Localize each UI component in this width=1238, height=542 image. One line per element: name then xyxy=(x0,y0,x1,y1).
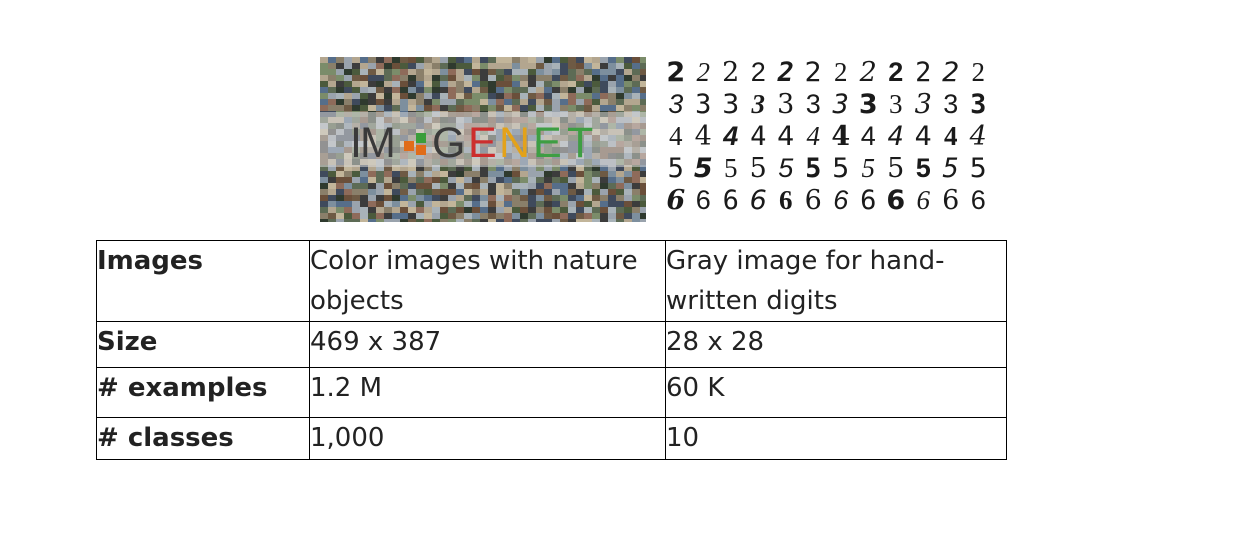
mnist-digit: 2 xyxy=(666,57,686,88)
row-label-examples: # examples xyxy=(96,367,310,418)
mnist-digit: 3 xyxy=(943,89,959,119)
mnist-digit: 3 xyxy=(751,89,766,119)
logo-letter-m: M xyxy=(360,119,396,167)
imagenet-logo: I M G E N E T xyxy=(350,119,593,167)
mnist-digit: 2 xyxy=(888,57,904,87)
mnist-digit: 4 xyxy=(777,121,795,152)
table-row: # examples 1.2 M 60 K xyxy=(96,367,1007,418)
imagenet-size-cell: 469 x 387 xyxy=(309,321,666,368)
mnist-digit: 2 xyxy=(696,57,711,87)
mnist-digit: 5 xyxy=(778,153,794,183)
mnist-digit: 4 xyxy=(694,121,712,152)
mnist-examples-cell: 60 K xyxy=(665,367,1007,418)
mnist-digit: 2 xyxy=(777,57,794,88)
logo-dot-green xyxy=(416,133,426,143)
row-label-size: Size xyxy=(96,321,310,368)
mnist-size-cell: 28 x 28 xyxy=(665,321,1007,368)
mnist-digit: 5 xyxy=(693,153,713,184)
mnist-digit: 4 xyxy=(944,121,958,151)
mnist-digit: 3 xyxy=(889,89,903,119)
mnist-digit: 4 xyxy=(806,121,821,151)
mnist-digit: 2 xyxy=(750,57,766,87)
mnist-digit: 2 xyxy=(722,57,740,88)
row-label-classes: # classes xyxy=(96,417,310,460)
mnist-digit: 6 xyxy=(916,185,931,215)
mnist-digit: 4 xyxy=(969,121,987,152)
mnist-digit: 3 xyxy=(722,89,740,120)
mnist-digit: 6 xyxy=(833,185,849,215)
mnist-digit: 3 xyxy=(858,89,878,120)
mnist-digit: 3 xyxy=(832,89,849,120)
mnist-digit: 2 xyxy=(971,57,986,87)
mnist-digit: 4 xyxy=(723,121,739,151)
dataset-comparison-table: Images Color images with nature objects … xyxy=(96,240,1007,460)
mnist-digit: 6 xyxy=(942,185,960,216)
mnist-digit: 6 xyxy=(695,185,711,215)
mnist-digit: 4 xyxy=(831,121,851,152)
mnist-digit: 5 xyxy=(887,153,905,184)
row-label-images: Images xyxy=(96,240,310,322)
logo-dot-orange xyxy=(404,141,414,151)
mnist-digit: 5 xyxy=(861,153,876,183)
mnist-digit: 3 xyxy=(970,89,987,120)
mnist-digit: 4 xyxy=(860,121,876,151)
mnist-digit: 5 xyxy=(969,153,987,184)
logo-letter-e2: E xyxy=(533,119,562,167)
mnist-digit: 5 xyxy=(667,153,684,184)
mnist-digit: 4 xyxy=(669,121,683,151)
mnist-digit: 2 xyxy=(859,57,877,88)
logo-letter-i: I xyxy=(350,119,362,167)
logo-letter-n: N xyxy=(499,119,530,167)
mnist-digit: 2 xyxy=(942,57,960,88)
mnist-digit: 3 xyxy=(914,89,932,120)
mnist-digit: 3 xyxy=(695,89,712,120)
mnist-digit: 6 xyxy=(749,185,767,216)
mnist-digit: 2 xyxy=(834,57,848,87)
mnist-digit: 5 xyxy=(942,153,959,184)
logo-letter-e: E xyxy=(468,119,497,167)
mnist-digit: 5 xyxy=(832,153,850,184)
mnist-digit: 3 xyxy=(805,89,821,119)
mnist-digit: 2 xyxy=(804,57,822,88)
table-row: Size 469 x 387 28 x 28 xyxy=(96,321,1007,368)
mnist-classes-cell: 10 xyxy=(665,417,1007,460)
mnist-digit: 3 xyxy=(777,89,795,120)
table-row: Images Color images with nature objects … xyxy=(96,240,1007,322)
logo-letter-g: G xyxy=(432,119,465,167)
mnist-digit: 5 xyxy=(749,153,767,184)
mnist-digit: 6 xyxy=(666,185,686,216)
mnist-digit: 4 xyxy=(887,121,904,152)
mnist-digit: 5 xyxy=(724,153,738,183)
mnist-digit: 5 xyxy=(805,153,822,184)
logo-letter-t: T xyxy=(567,119,593,167)
mnist-digit: 5 xyxy=(915,153,931,183)
mnist-digit: 6 xyxy=(886,185,906,216)
mnist-digit: 4 xyxy=(750,121,767,152)
imagenet-images-cell: Color images with nature objects xyxy=(309,240,666,322)
imagenet-examples-cell: 1.2 M xyxy=(309,367,666,418)
mnist-digit: 3 xyxy=(668,89,684,119)
logo-dot-orange-2 xyxy=(416,145,426,155)
mnist-digit: 6 xyxy=(779,185,793,215)
mnist-digit: 4 xyxy=(914,121,932,152)
mnist-images-cell: Gray image for hand-written digits xyxy=(665,240,1007,322)
mnist-digit: 6 xyxy=(860,185,877,216)
imagenet-mosaic-image: I M G E N E T xyxy=(320,57,646,222)
imagenet-classes-cell: 1,000 xyxy=(309,417,666,460)
mnist-digit: 6 xyxy=(722,185,739,216)
mnist-digit: 2 xyxy=(915,57,932,88)
mnist-digit: 6 xyxy=(970,185,986,215)
table-row: # classes 1,000 10 xyxy=(96,417,1007,460)
mnist-digit: 6 xyxy=(804,185,822,216)
